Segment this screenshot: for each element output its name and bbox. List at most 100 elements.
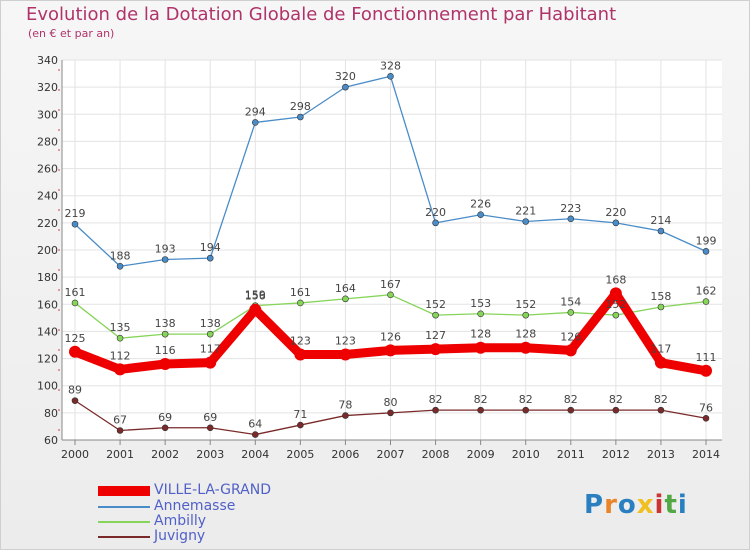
- data-point-annemasse-2004: [251, 119, 259, 126]
- data-point-ville-la-grand-2013: [654, 356, 667, 369]
- data-point-ambilly-2000: [71, 299, 79, 307]
- data-point-ambilly-2002: [161, 330, 169, 338]
- data-point-annemasse-2011: [567, 215, 575, 223]
- x-tick-label-2012: 2012: [602, 448, 630, 461]
- data-point-juvigny-2003: [206, 424, 214, 432]
- data-label-juvigny-2003: 69: [203, 411, 217, 424]
- data-point-annemasse-2014: [702, 248, 710, 255]
- data-label-ville-la-grand-2000: 125: [65, 332, 86, 345]
- data-label-ville-la-grand-2010: 128: [515, 328, 536, 341]
- y-tick-label-240: 240: [37, 190, 58, 203]
- x-tick-label-2001: 2001: [106, 448, 134, 461]
- data-label-juvigny-2001: 67: [113, 414, 127, 427]
- legend-swatch-juvigny: [98, 536, 150, 538]
- legend-label-ambilly: Ambilly: [154, 513, 207, 529]
- x-tick-label-2008: 2008: [422, 448, 450, 461]
- x-tick-label-2004: 2004: [241, 448, 269, 461]
- y-tick-label-100: 100: [37, 380, 58, 393]
- y-tick-label-80: 80: [44, 407, 58, 420]
- data-label-annemasse-2012: 220: [605, 206, 626, 219]
- y-tick-label-320: 320: [37, 81, 58, 94]
- data-point-annemasse-2002: [161, 256, 169, 263]
- proxiti-logo: Proxiti: [584, 490, 688, 520]
- x-tick-label-2013: 2013: [647, 448, 675, 461]
- data-point-ambilly-2006: [342, 295, 349, 303]
- data-point-ville-la-grand-2003: [204, 356, 217, 369]
- data-label-juvigny-2006: 78: [338, 399, 352, 412]
- data-label-annemasse-2005: 298: [290, 100, 311, 113]
- x-tick-label-2003: 2003: [196, 448, 224, 461]
- logo-letter: i: [654, 490, 665, 520]
- data-label-juvigny-2008: 82: [429, 393, 443, 406]
- data-label-annemasse-2001: 188: [110, 249, 131, 262]
- data-point-annemasse-2010: [522, 218, 530, 225]
- data-point-juvigny-2004: [251, 431, 259, 438]
- y-tick-label-280: 280: [37, 135, 58, 148]
- data-label-juvigny-2002: 69: [158, 411, 172, 424]
- data-label-ville-la-grand-2003: 117: [200, 343, 221, 356]
- data-label-juvigny-2011: 82: [564, 393, 578, 406]
- legend-label-annemasse: Annemasse: [154, 498, 236, 514]
- data-label-ambilly-2008: 152: [425, 298, 446, 311]
- logo-letter: o: [617, 490, 637, 520]
- data-point-juvigny-2006: [342, 412, 349, 419]
- data-label-juvigny-2013: 82: [654, 393, 668, 406]
- data-point-ville-la-grand-2011: [564, 344, 577, 357]
- data-label-ambilly-2002: 138: [155, 317, 176, 330]
- data-label-juvigny-2005: 71: [293, 408, 307, 421]
- data-label-ville-la-grand-2011: 126: [560, 330, 581, 343]
- data-label-annemasse-2000: 219: [65, 207, 86, 220]
- data-label-ambilly-2011: 154: [560, 295, 581, 308]
- data-label-ambilly-2000: 161: [65, 286, 86, 299]
- data-point-juvigny-2012: [612, 406, 620, 414]
- logo-letter: x: [636, 490, 655, 520]
- data-point-ambilly-2001: [116, 334, 124, 342]
- y-tick-label-300: 300: [37, 108, 58, 121]
- x-tick-label-2007: 2007: [377, 448, 405, 461]
- data-label-ville-la-grand-2014: 111: [696, 351, 717, 364]
- data-label-ville-la-grand-2005: 123: [290, 335, 311, 348]
- y-tick-label-220: 220: [37, 217, 58, 230]
- logo-letter: P: [584, 490, 605, 520]
- data-point-juvigny-2002: [161, 424, 169, 432]
- data-label-ville-la-grand-2002: 116: [155, 344, 176, 357]
- data-label-ville-la-grand-2001: 112: [110, 349, 131, 362]
- x-tick-label-2009: 2009: [467, 448, 495, 461]
- data-label-annemasse-2008: 220: [425, 206, 446, 219]
- data-point-ville-la-grand-2007: [384, 344, 397, 357]
- y-tick-label-160: 160: [37, 298, 58, 311]
- x-tick-label-2010: 2010: [512, 448, 540, 461]
- chart-title: Evolution de la Dotation Globale de Fonc…: [26, 4, 617, 25]
- data-label-ambilly-2009: 153: [470, 297, 491, 310]
- data-point-annemasse-2007: [387, 72, 394, 80]
- chart-subtitle: (en € et par an): [28, 27, 115, 40]
- data-label-ville-la-grand-2007: 126: [380, 330, 401, 343]
- data-point-ville-la-grand-2008: [429, 343, 442, 356]
- data-point-annemasse-2013: [657, 227, 665, 235]
- data-point-annemasse-2001: [116, 262, 124, 270]
- y-tick-label-200: 200: [37, 244, 58, 257]
- y-tick-label-180: 180: [37, 271, 58, 284]
- x-tick-label-2002: 2002: [151, 448, 179, 461]
- data-point-annemasse-2012: [612, 219, 620, 227]
- legend-swatch-ambilly: [98, 521, 150, 523]
- data-point-juvigny-2009: [477, 406, 484, 414]
- data-label-ambilly-2013: 158: [650, 290, 671, 303]
- x-tick-label-2000: 2000: [61, 448, 89, 461]
- data-label-ambilly-2007: 167: [380, 278, 401, 291]
- data-point-ambilly-2013: [657, 303, 665, 311]
- data-label-ville-la-grand-2009: 128: [470, 328, 491, 341]
- data-label-ambilly-2005: 161: [290, 286, 311, 299]
- data-label-ville-la-grand-2008: 127: [425, 329, 446, 342]
- data-label-ville-la-grand-2012: 168: [605, 273, 626, 286]
- y-tick-label-260: 260: [37, 163, 58, 176]
- data-point-ville-la-grand-2006: [339, 348, 352, 361]
- data-label-ambilly-2012: 152: [605, 298, 626, 311]
- data-point-juvigny-2000: [71, 397, 79, 404]
- data-label-juvigny-2000: 89: [68, 384, 82, 397]
- data-label-annemasse-2004: 294: [245, 105, 266, 118]
- data-point-annemasse-2005: [297, 113, 304, 121]
- data-point-ville-la-grand-2000: [69, 345, 81, 358]
- data-point-juvigny-2014: [702, 414, 710, 422]
- x-tick-label-2011: 2011: [557, 448, 585, 461]
